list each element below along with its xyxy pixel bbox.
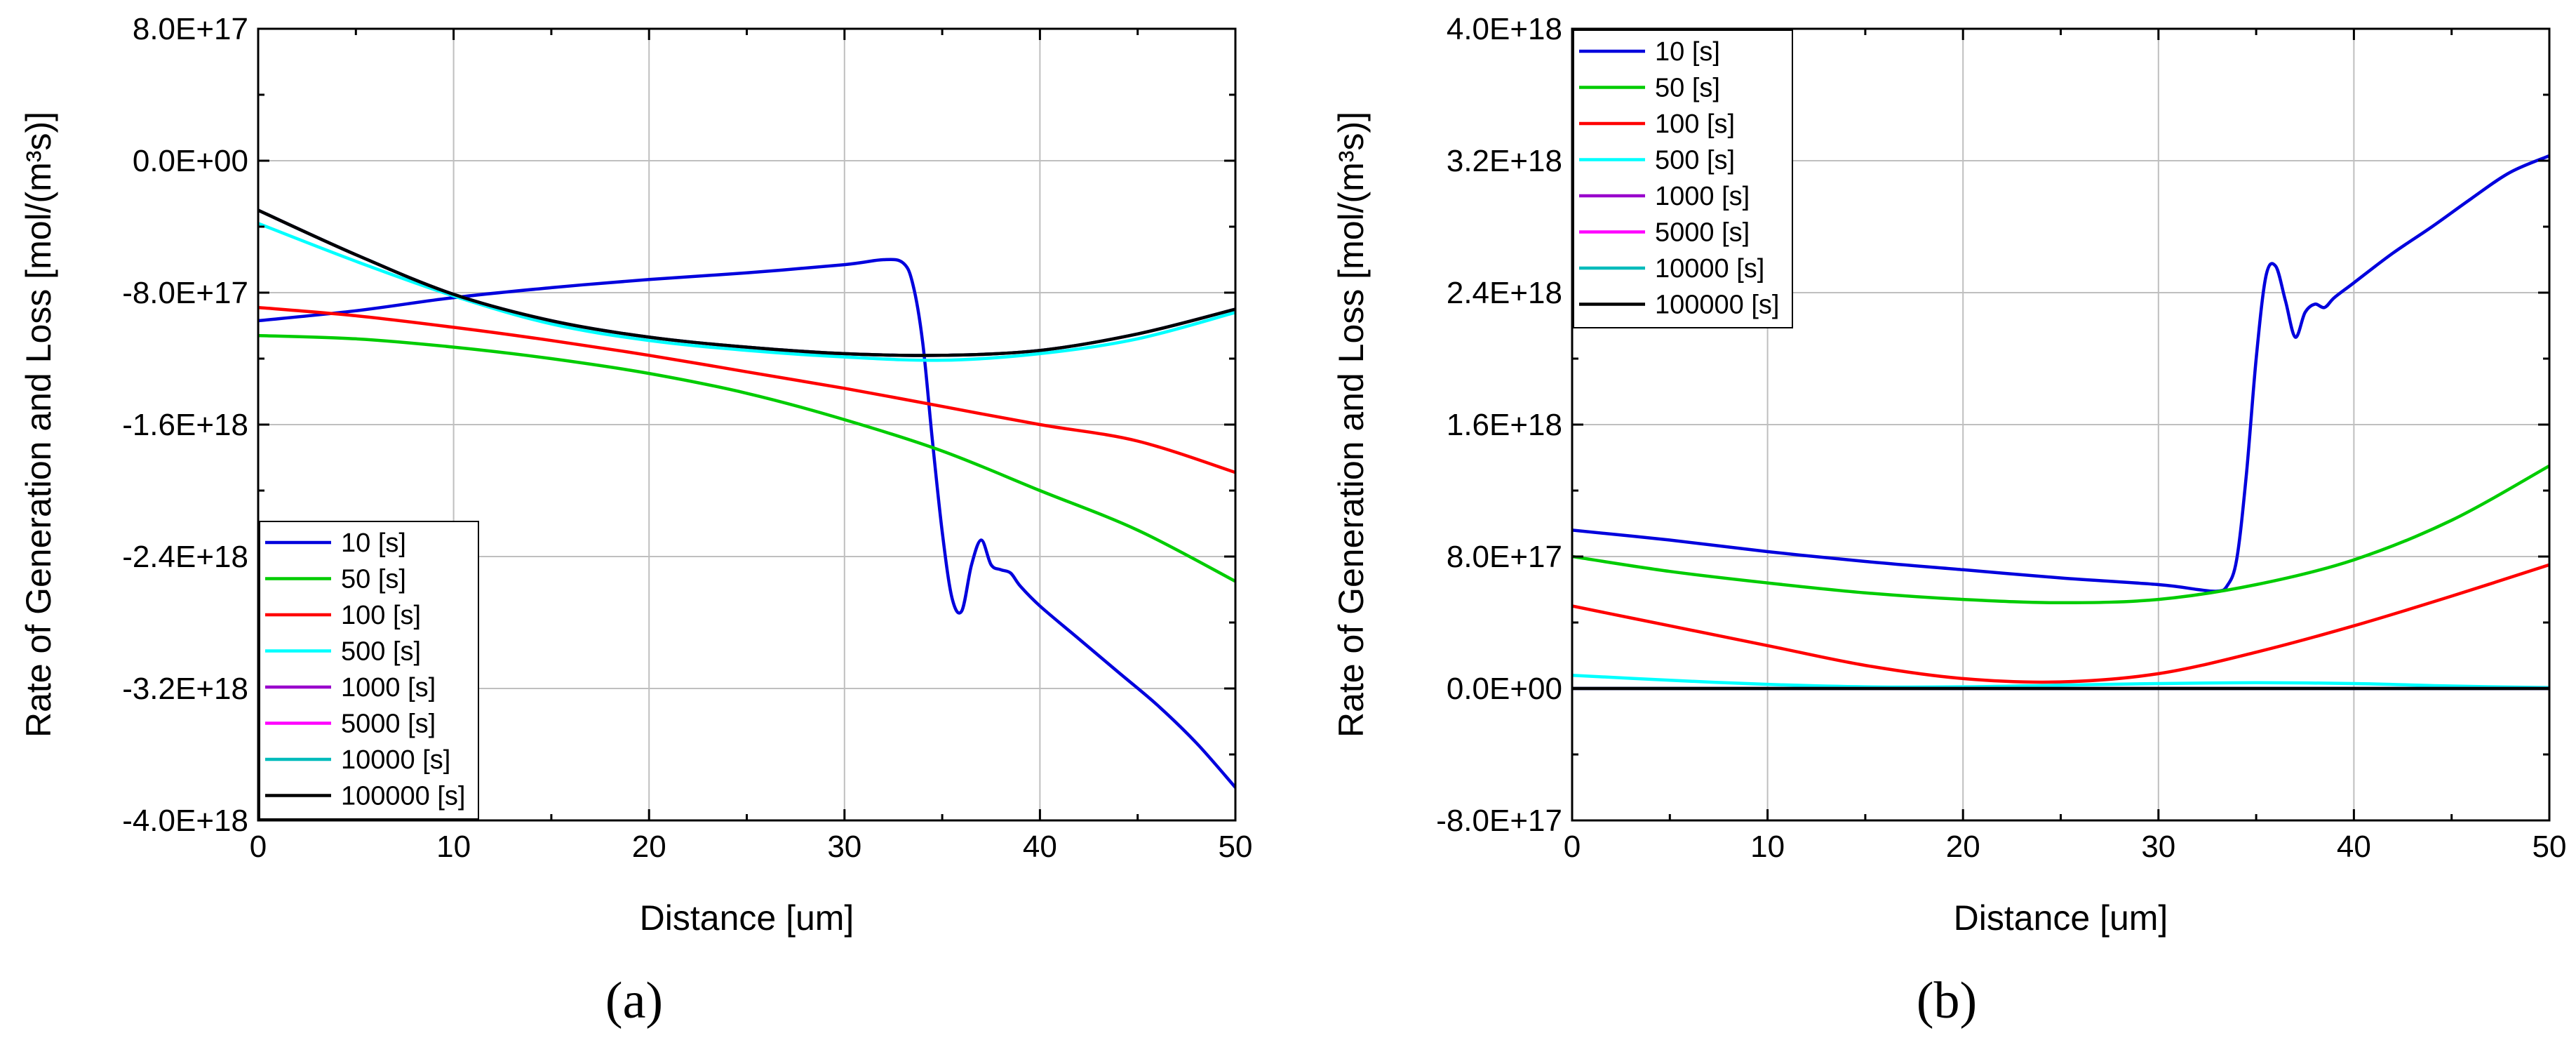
y-tick-label: 1.6E+18 — [1447, 408, 1562, 442]
x-axis-label: Distance [um] — [1954, 898, 2168, 938]
legend-label: 1000 [s] — [341, 673, 436, 703]
series-line-50s — [258, 333, 1235, 583]
legend-label: 10 [s] — [1655, 37, 1720, 67]
series-line-100000s — [258, 208, 1235, 357]
legend-label: 10000 [s] — [1655, 254, 1764, 284]
y-tick-label: -8.0E+17 — [122, 276, 248, 310]
legend-label: 100000 [s] — [1655, 291, 1779, 320]
series-line-10s — [258, 258, 1235, 790]
chart-panel-a: 0 10 20 30 40 50 8.0E+17 0.0E+00 -8.0E+17 -1.6E+1… — [19, 12, 1252, 1030]
y-tick-label: 0.0E+00 — [133, 144, 248, 178]
y-tick-label: -3.2E+18 — [122, 672, 248, 706]
legend-label: 5000 [s] — [341, 710, 436, 739]
x-tick-label: 40 — [2337, 830, 2371, 864]
legend: 10 [s] 50 [s] 100 [s] 500 [s] 1000 [s] 5000 [… — [259, 521, 479, 820]
legend-box — [259, 521, 479, 820]
y-tick-label: 2.4E+18 — [1447, 276, 1562, 310]
y-tick-label: -1.6E+18 — [122, 408, 248, 442]
legend-label: 5000 [s] — [1655, 218, 1750, 248]
y-tick-label: -4.0E+18 — [122, 804, 248, 838]
series-group — [258, 208, 1235, 790]
series-line-500s — [258, 222, 1235, 362]
y-tick-label: -8.0E+17 — [1436, 804, 1562, 838]
series-line-50s — [1572, 464, 2549, 605]
legend-box — [1573, 29, 1793, 328]
x-tick-label: 10 — [436, 830, 471, 864]
y-axis-label: Rate of Generation and Loss [mol/(m³s)] — [19, 112, 58, 738]
y-tick-label: -2.4E+18 — [122, 540, 248, 574]
x-tick-label: 50 — [1219, 830, 1253, 864]
x-tick-label: 40 — [1023, 830, 1057, 864]
y-tick-label: 8.0E+17 — [133, 12, 248, 46]
series-line-100s — [258, 305, 1235, 474]
legend-label: 500 [s] — [341, 637, 421, 667]
x-tick-label: 20 — [632, 830, 666, 864]
legend-label: 100000 [s] — [341, 782, 465, 811]
x-tick-label: 0 — [1564, 830, 1581, 864]
x-tick-label: 10 — [1750, 830, 1785, 864]
x-tick-label: 30 — [2141, 830, 2175, 864]
y-tick-label: 4.0E+18 — [1447, 12, 1562, 46]
legend-label: 50 [s] — [341, 565, 406, 594]
legend: 10 [s] 50 [s] 100 [s] 500 [s] 1000 [s] 5000 [… — [1573, 29, 1793, 328]
panel-label: (a) — [605, 972, 663, 1030]
y-axis-label: Rate of Generation and Loss [mol/(m³s)] — [1331, 112, 1371, 738]
panel-label: (b) — [1917, 972, 1977, 1030]
series-group — [1572, 154, 2549, 691]
legend-label: 10 [s] — [341, 528, 406, 558]
x-tick-label: 30 — [827, 830, 861, 864]
x-tick-label: 20 — [1946, 830, 1980, 864]
chart-panel-b: 0 10 20 30 40 50 4.0E+18 3.2E+18 2.4E+18 1.6E+18 8… — [1331, 12, 2566, 1030]
legend-label: 100 [s] — [341, 601, 421, 630]
legend-label: 100 [s] — [1655, 109, 1735, 139]
legend-label: 500 [s] — [1655, 146, 1735, 175]
legend-label: 50 [s] — [1655, 74, 1720, 103]
series-line-100s — [1572, 563, 2549, 684]
y-tick-label: 0.0E+00 — [1447, 672, 1562, 706]
y-tick-label: 8.0E+17 — [1447, 540, 1562, 574]
series-line-10s — [1572, 154, 2549, 593]
legend-label: 10000 [s] — [341, 745, 450, 775]
legend-label: 1000 [s] — [1655, 182, 1750, 211]
series-line-500s — [1572, 673, 2549, 690]
x-tick-label: 50 — [2533, 830, 2567, 864]
x-tick-label: 0 — [250, 830, 267, 864]
y-tick-label: 3.2E+18 — [1447, 144, 1562, 178]
x-axis-label: Distance [um] — [640, 898, 854, 938]
